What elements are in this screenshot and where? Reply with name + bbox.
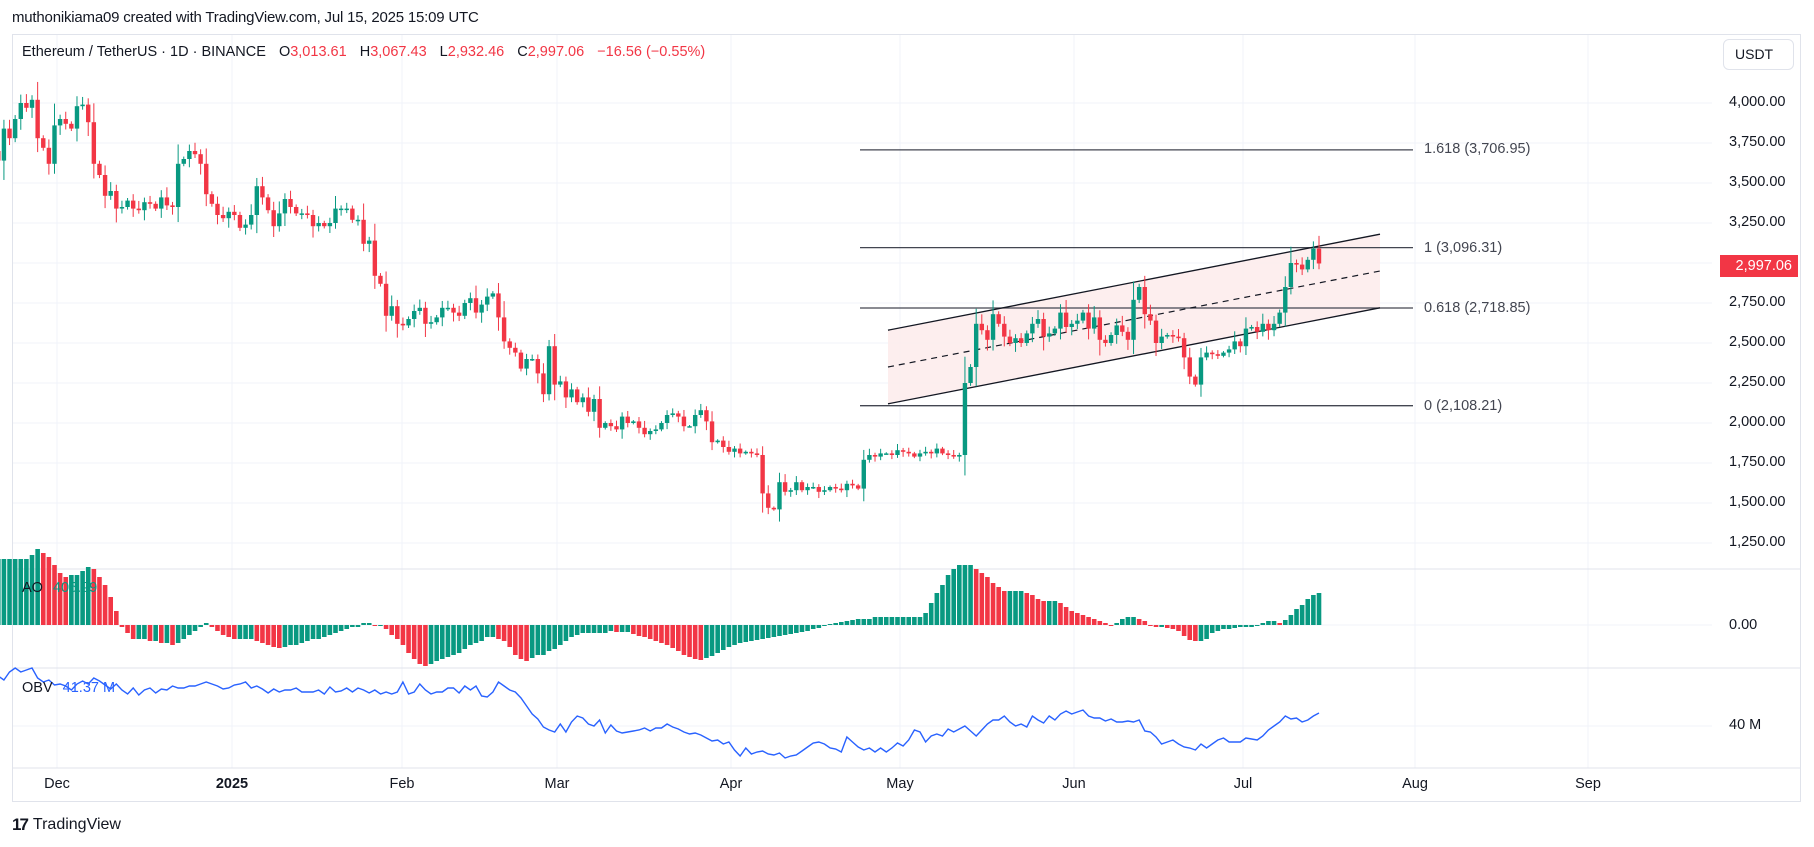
fib-label-0618: 0.618 (2,718.85) (1424, 300, 1531, 316)
currency-button[interactable]: USDT (1723, 39, 1794, 70)
fib-label-0: 0 (2,108.21) (1424, 398, 1503, 414)
ao-legend[interactable]: AO 405.99 (22, 580, 97, 596)
y-tick: 1,500.00 (1729, 494, 1786, 510)
ao-value: 405.99 (52, 580, 98, 596)
open-value: 3,013.61 (290, 44, 347, 60)
close-label: C (517, 44, 528, 60)
y-tick: 3,750.00 (1729, 134, 1786, 150)
y-tick: 3,250.00 (1729, 214, 1786, 230)
y-tick: 1,750.00 (1729, 454, 1786, 470)
obv-value: 41.37 M (62, 680, 116, 696)
open-label: O (278, 44, 291, 60)
x-tick: Jul (1233, 776, 1253, 792)
ao-name: AO (22, 580, 43, 596)
fib-label-1: 1 (3,096.31) (1424, 240, 1503, 256)
x-tick: Aug (1402, 776, 1428, 792)
y-tick: 2,500.00 (1729, 334, 1786, 350)
high-value: 3,067.43 (370, 44, 427, 60)
close-value: 2,997.06 (527, 44, 585, 60)
symbol-title[interactable]: Ethereum / TetherUS · 1D · BINANCE (22, 44, 266, 60)
obv-name: OBV (22, 680, 53, 696)
y-tick: 2,000.00 (1729, 414, 1786, 430)
x-tick: Feb (389, 776, 415, 792)
obv-legend[interactable]: OBV 41.37 M (22, 680, 115, 696)
last-price-tag: 2,997.06 (1720, 255, 1798, 277)
x-tick: Mar (544, 776, 570, 792)
fib-label-1618: 1.618 (3,706.95) (1424, 141, 1531, 157)
x-tick: May (886, 776, 914, 792)
low-value: 2,932.46 (447, 44, 505, 60)
y-tick: 3,500.00 (1729, 174, 1786, 190)
change-value: −16.56 (−0.55%) (597, 44, 706, 60)
tradingview-footer[interactable]: 17 TradingView (12, 815, 121, 835)
symbol-legend: Ethereum / TetherUS · 1D · BINANCE O3,01… (22, 44, 705, 60)
high-label: H (359, 44, 371, 60)
x-tick: Sep (1575, 776, 1601, 792)
tradingview-logo-icon: 17 (12, 815, 29, 834)
ao-axis-label: 0.00 (1729, 617, 1758, 633)
y-tick: 2,750.00 (1729, 294, 1786, 310)
x-tick: 2025 (215, 776, 249, 792)
obv-axis-label: 40 M (1729, 717, 1762, 733)
y-tick: 1,250.00 (1729, 534, 1786, 550)
y-tick: 4,000.00 (1729, 94, 1786, 110)
x-tick: Dec (44, 776, 70, 792)
chart-frame (12, 34, 1801, 802)
x-tick: Jun (1062, 776, 1086, 792)
chart-credit: muthonikiama09 created with TradingView.… (12, 9, 479, 26)
low-label: L (439, 44, 448, 60)
tradingview-brand: TradingView (32, 816, 121, 833)
y-tick: 2,250.00 (1729, 374, 1786, 390)
x-tick: Apr (719, 776, 743, 792)
